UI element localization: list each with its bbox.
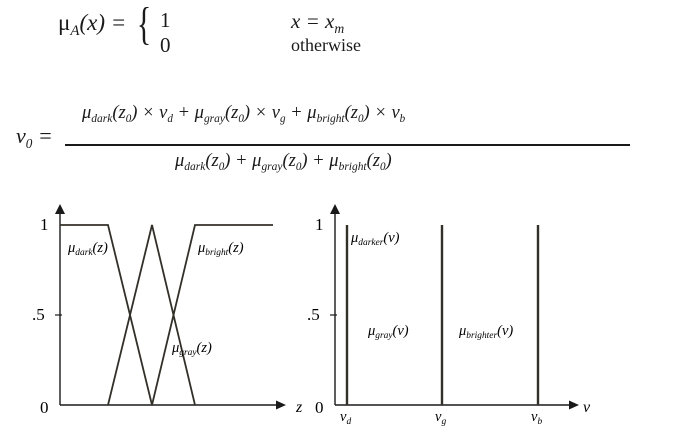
svg-text:vg: vg <box>435 409 446 427</box>
svg-text:μgray(v): μgray(v) <box>367 323 409 341</box>
svg-text:0: 0 <box>40 398 49 417</box>
svg-text:μbrighter(v): μbrighter(v) <box>458 323 513 341</box>
svg-text:vd: vd <box>340 409 351 427</box>
svg-text:vb: vb <box>531 409 542 427</box>
svg-text:μgray(z): μgray(z) <box>171 340 212 358</box>
svg-text:0: 0 <box>315 398 324 417</box>
svg-text:1: 1 <box>315 215 324 234</box>
svg-text:μdark(z): μdark(z) <box>67 240 108 258</box>
svg-text:μdarker(v): μdarker(v) <box>350 230 400 248</box>
svg-text:1: 1 <box>40 215 49 234</box>
svg-text:μbright(z): μbright(z) <box>197 240 244 258</box>
svg-text:v: v <box>583 399 591 416</box>
svg-text:.5: .5 <box>307 305 320 324</box>
svg-text:.5: .5 <box>32 305 45 324</box>
